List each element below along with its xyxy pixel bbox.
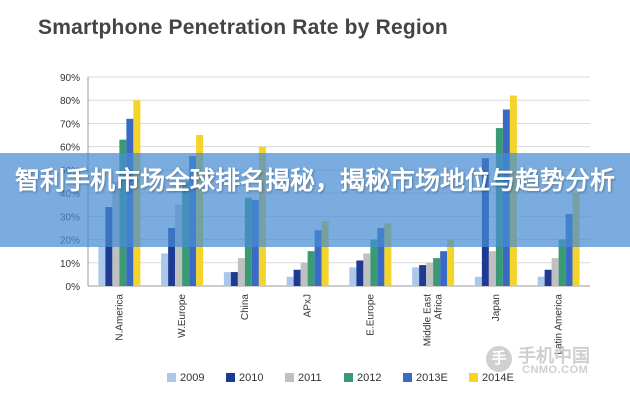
bar-2010	[544, 269, 552, 286]
bar-2010	[419, 265, 427, 286]
bar-2010	[293, 269, 301, 286]
bar-2010	[356, 260, 364, 286]
y-tick-label: 10%	[60, 259, 80, 270]
bar-2011	[237, 258, 245, 286]
y-tick-label: 70%	[60, 119, 80, 130]
bar-2011	[488, 251, 496, 286]
bar-2009	[349, 267, 357, 286]
watermark-en-text: CNMO.COM	[522, 364, 589, 376]
bar-2012	[370, 239, 378, 286]
bar-2013e	[440, 251, 448, 286]
legend-label: 2012	[357, 372, 381, 384]
watermark-cn-text: 手机中国	[518, 346, 590, 367]
y-tick-label: 60%	[60, 143, 80, 154]
y-tick-label: 0%	[66, 282, 81, 293]
legend-swatch	[226, 373, 235, 382]
bar-2013e	[314, 230, 322, 286]
bar-2014e	[321, 220, 329, 286]
x-tick-label: Latin America	[554, 294, 565, 355]
y-tick-label: 90%	[60, 73, 80, 84]
bar-2009	[161, 253, 169, 286]
bar-2014e	[447, 239, 455, 286]
x-tick-label: Middle East	[423, 294, 434, 346]
legend-label: 2014E	[482, 372, 514, 384]
chart-title: Smartphone Penetration Rate by Region	[38, 16, 448, 39]
watermark: 手 手机中国 CNMO.COM	[486, 342, 616, 382]
x-tick-label: Japan	[491, 294, 502, 321]
bar-2011	[363, 253, 371, 286]
bar-2012	[558, 239, 566, 286]
x-tick-label: W.Europe	[177, 294, 188, 338]
bar-2009	[223, 272, 231, 286]
legend-label: 2011	[298, 372, 322, 384]
legend-label: 2013E	[416, 372, 448, 384]
bar-2012	[307, 251, 315, 286]
bar-2013e	[565, 214, 573, 286]
legend-label: 2010	[239, 372, 263, 384]
bar-2011	[300, 262, 308, 286]
x-tick-label: E.Europe	[365, 294, 376, 336]
bar-2009	[98, 246, 106, 286]
x-tick-label: N.America	[114, 294, 125, 341]
legend-swatch	[403, 373, 412, 382]
x-tick-label: APxJ	[303, 294, 314, 317]
watermark-logo-icon: 手	[486, 346, 512, 372]
legend-swatch	[167, 373, 176, 382]
x-tick-label: China	[240, 294, 251, 321]
banner-text: 智利手机市场全球排名揭秘，揭秘市场地位与趋势分析	[14, 166, 615, 195]
bar-2009	[474, 276, 482, 286]
legend-swatch	[344, 373, 353, 382]
bar-2012	[433, 258, 441, 286]
bar-2013e	[377, 227, 385, 286]
legend-swatch	[285, 373, 294, 382]
legend-swatch	[469, 373, 478, 382]
title-banner: 智利手机市场全球排名揭秘，揭秘市场地位与趋势分析	[0, 153, 630, 247]
y-tick-label: 80%	[60, 96, 80, 107]
bar-2010	[168, 227, 176, 286]
bar-2009	[537, 276, 545, 286]
bar-2009	[412, 267, 420, 286]
legend-label: 2009	[180, 372, 204, 384]
bar-2009	[286, 276, 294, 286]
bar-2014e	[384, 223, 392, 286]
x-tick-label: Africa	[434, 294, 445, 320]
bar-2011	[551, 258, 559, 286]
bar-2011	[426, 262, 434, 286]
bar-2010	[230, 272, 238, 286]
